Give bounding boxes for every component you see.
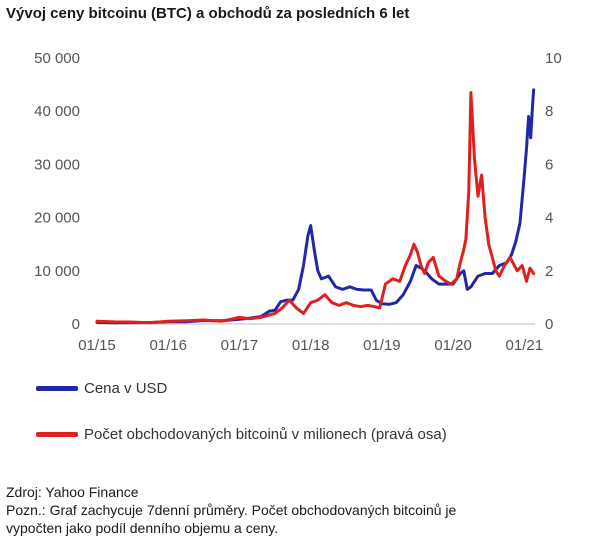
- y-right-tick-label: 2: [545, 263, 553, 280]
- y-right-tick-label: 6: [545, 156, 553, 173]
- y-left-tick-labels: 0 10 000 20 000 30 000 40 000 50 000: [34, 50, 80, 333]
- x-tick-label: 01/21: [506, 337, 544, 354]
- x-tick-label: 01/17: [221, 337, 259, 354]
- y-right-tick-label: 10: [545, 50, 562, 67]
- y-left-tick-label: 50 000: [34, 50, 80, 67]
- y-left-tick-label: 0: [72, 316, 80, 333]
- x-tick-label: 01/20: [434, 337, 472, 354]
- legend-label-volume: Počet obchodovaných bitcoinů v milionech…: [84, 426, 447, 443]
- x-tick-label: 01/19: [363, 337, 401, 354]
- y-left-tick-label: 40 000: [34, 103, 80, 120]
- y-left-tick-label: 30 000: [34, 156, 80, 173]
- y-right-tick-label: 4: [545, 210, 553, 227]
- y-right-tick-labels: 0 2 4 6 8 10: [545, 50, 562, 333]
- y-right-tick-label: 0: [545, 316, 553, 333]
- series-lines: [95, 88, 536, 325]
- x-tick-label: 01/16: [149, 337, 187, 354]
- legend-swatch-price: [36, 386, 78, 391]
- x-tick-label: 01/18: [292, 337, 330, 354]
- legend-item-price: Cena v USD: [36, 380, 167, 397]
- legend-label-price: Cena v USD: [84, 380, 168, 397]
- x-tick-labels: 01/15 01/16 01/17 01/18 01/19 01/20 01/21: [78, 337, 543, 354]
- y-left-tick-label: 20 000: [34, 210, 80, 227]
- y-right-tick-label: 8: [545, 103, 553, 120]
- chart-title: Vývoj ceny bitcoinu (BTC) a obchodů za p…: [6, 5, 410, 22]
- note-line-1: Pozn.: Graf zachycuje 7denní průměry. Po…: [6, 502, 457, 518]
- series-line-volume: [95, 91, 536, 325]
- legend-swatch-volume: [36, 432, 78, 437]
- y-left-tick-label: 10 000: [34, 263, 80, 280]
- legend-item-volume: Počet obchodovaných bitcoinů v milionech…: [36, 426, 447, 443]
- note-line-2: vypočten jako podíl denního objemu a cen…: [6, 520, 279, 536]
- source-text: Zdroj: Yahoo Finance: [6, 484, 139, 500]
- x-tick-label: 01/15: [78, 337, 116, 354]
- chart: 01/15 01/16 01/17 01/18 01/19 01/20 01/21 0 10 …: [34, 50, 562, 354]
